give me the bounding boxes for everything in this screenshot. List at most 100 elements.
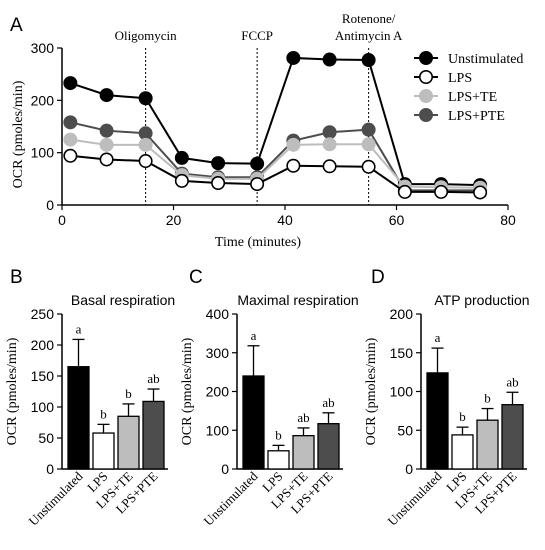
data-point bbox=[63, 76, 78, 91]
panel-b-bar-chart: B Basal respiration 0 50 100 150 200 250 OCR (pm… bbox=[5, 267, 175, 529]
significance-letter: ab bbox=[322, 395, 334, 410]
y-tick-label: 250 bbox=[31, 306, 55, 322]
bar-lps bbox=[451, 434, 474, 470]
panel-label-c: C bbox=[189, 267, 203, 288]
data-point bbox=[138, 154, 153, 169]
y-tick-label: 150 bbox=[31, 368, 55, 384]
data-point bbox=[138, 91, 153, 106]
panel-label-d: D bbox=[371, 267, 385, 288]
data-point bbox=[286, 137, 301, 152]
significance-letter: ab bbox=[297, 410, 309, 425]
significance-letter: b bbox=[125, 386, 132, 401]
data-point bbox=[322, 159, 337, 174]
data-point bbox=[361, 137, 376, 152]
data-point bbox=[286, 158, 301, 173]
legend-label: LPS+TE bbox=[448, 90, 497, 105]
x-tick-label: 20 bbox=[166, 212, 182, 228]
significance-letter: b bbox=[275, 427, 282, 442]
data-point bbox=[361, 122, 376, 137]
bar-lps-pte bbox=[142, 400, 165, 470]
category-label: Unstimulated bbox=[384, 468, 444, 528]
y-tick-label: 0 bbox=[405, 461, 413, 477]
data-point bbox=[99, 137, 114, 152]
category-label: Unstimulated bbox=[25, 468, 85, 528]
panel-label-a: A bbox=[10, 15, 23, 36]
y-tick-label: 200 bbox=[390, 306, 414, 322]
y-tick-label: 200 bbox=[206, 384, 230, 400]
data-point bbox=[99, 123, 114, 138]
y-tick-label: 50 bbox=[397, 422, 413, 438]
panel-d-bar-chart: D ATP production 0 50 100 150 200 OCR (pmoles/m… bbox=[364, 267, 530, 529]
panel-title: Basal respiration bbox=[71, 292, 175, 308]
y-tick-label: 0 bbox=[221, 461, 229, 477]
panel-title: ATP production bbox=[434, 292, 529, 308]
data-point bbox=[473, 185, 488, 200]
data-point bbox=[250, 177, 265, 192]
y-tick-label: 0 bbox=[46, 197, 54, 213]
y-axis-title: OCR (pmoles/min) bbox=[180, 337, 195, 445]
significance-letter: ab bbox=[147, 371, 159, 386]
panel-c-bar-chart: C Maximal respiration 0 100 200 300 400 OCR (pm… bbox=[180, 267, 359, 529]
y-tick-label: 300 bbox=[206, 345, 230, 361]
panel-title: Maximal respiration bbox=[237, 292, 358, 308]
data-point bbox=[397, 184, 412, 199]
panel-a-line-chart: A 0 100 200 300 0 20 40 60 80 Time (minutes) OCR (p… bbox=[10, 11, 523, 250]
x-tick-label: 40 bbox=[277, 212, 293, 228]
y-tick-label: 100 bbox=[206, 422, 230, 438]
significance-letter: b bbox=[459, 409, 466, 424]
data-point bbox=[211, 156, 226, 171]
data-point bbox=[138, 126, 153, 141]
series-line-lps-te bbox=[70, 138, 481, 189]
y-tick-label: 100 bbox=[390, 384, 414, 400]
data-point bbox=[99, 152, 114, 167]
bar-lps-pte bbox=[317, 423, 340, 470]
data-point bbox=[322, 125, 337, 140]
significance-letter: b bbox=[484, 391, 491, 406]
data-point bbox=[138, 137, 153, 152]
data-point bbox=[250, 156, 265, 171]
data-point bbox=[63, 115, 78, 130]
bar-lps bbox=[267, 450, 290, 470]
data-point bbox=[174, 173, 189, 188]
data-point bbox=[63, 148, 78, 163]
legend-marker bbox=[418, 70, 433, 85]
y-tick-label: 100 bbox=[31, 145, 55, 161]
y-axis-title: OCR (pmoles/min) bbox=[364, 337, 379, 445]
bar-unstimulated bbox=[242, 375, 265, 470]
x-axis-title: Time (minutes) bbox=[215, 235, 302, 250]
legend-marker bbox=[418, 89, 433, 104]
bar-lps-pte bbox=[501, 404, 524, 470]
x-tick-label: 0 bbox=[58, 212, 66, 228]
y-tick-label: 150 bbox=[390, 345, 414, 361]
y-tick-label: 100 bbox=[31, 399, 55, 415]
x-tick-label: 60 bbox=[389, 212, 405, 228]
legend-marker bbox=[418, 108, 433, 123]
y-tick-label: 300 bbox=[31, 40, 55, 56]
y-tick-label: 200 bbox=[31, 337, 55, 353]
bar-lps bbox=[92, 432, 115, 470]
series-line-lps-pte bbox=[70, 121, 481, 192]
bar-lps-te bbox=[117, 415, 140, 470]
x-tick-label: 80 bbox=[500, 212, 516, 228]
injection-label: Oligomycin bbox=[115, 28, 178, 43]
data-point bbox=[286, 50, 301, 65]
injection-label: FCCP bbox=[241, 28, 273, 43]
data-point bbox=[211, 176, 226, 191]
significance-letter: a bbox=[435, 330, 441, 345]
data-point bbox=[322, 137, 337, 152]
injection-label: Rotenone/ bbox=[342, 11, 396, 26]
y-tick-label: 0 bbox=[46, 461, 54, 477]
category-label: Unstimulated bbox=[200, 468, 260, 528]
significance-letter: a bbox=[76, 321, 82, 336]
legend-label: LPS bbox=[448, 71, 472, 86]
significance-letter: a bbox=[251, 328, 257, 343]
legend-label: Unstimulated bbox=[448, 52, 523, 67]
legend-label: LPS+PTE bbox=[448, 109, 505, 124]
legend-marker bbox=[418, 50, 433, 65]
data-point bbox=[361, 53, 376, 68]
significance-letter: ab bbox=[506, 374, 518, 389]
data-point bbox=[322, 52, 337, 67]
bar-lps-te bbox=[476, 419, 499, 470]
bar-lps-te bbox=[292, 435, 315, 470]
